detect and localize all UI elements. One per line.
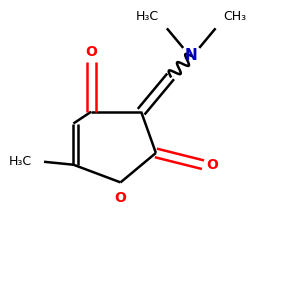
- Text: N: N: [185, 48, 198, 63]
- Text: H₃C: H₃C: [136, 11, 159, 23]
- Text: H₃C: H₃C: [9, 155, 32, 168]
- Text: O: O: [85, 45, 97, 59]
- Text: O: O: [115, 191, 127, 205]
- Text: O: O: [206, 158, 218, 172]
- Text: CH₃: CH₃: [224, 11, 247, 23]
